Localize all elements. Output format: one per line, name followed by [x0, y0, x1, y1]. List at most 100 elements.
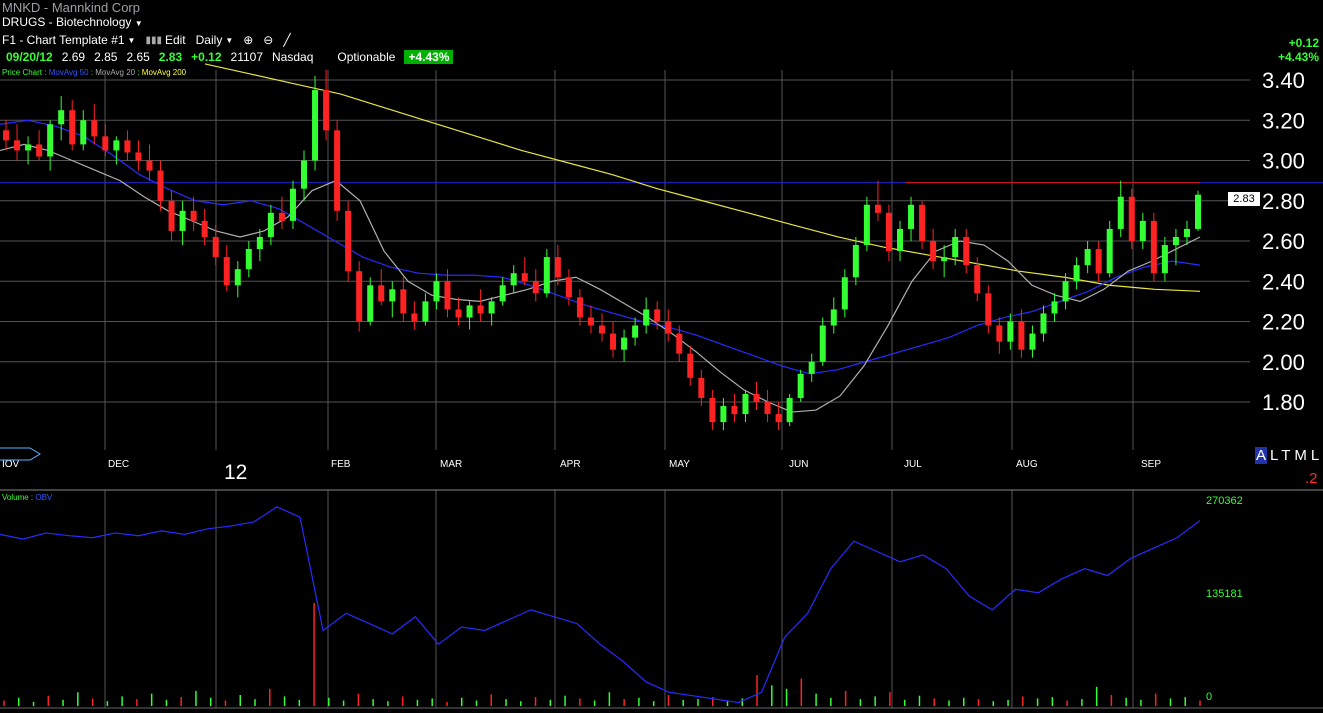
candle-body	[223, 257, 230, 286]
industry-label: DRUGS - Biotechnology	[2, 15, 132, 29]
candle-body	[433, 281, 440, 302]
candle-body	[565, 277, 572, 298]
candle-body	[819, 325, 826, 362]
candle-body	[576, 297, 583, 318]
price-tick-label: 1.80	[1262, 390, 1305, 415]
candle-body	[908, 204, 915, 229]
price-tick-label: 3.00	[1262, 149, 1305, 174]
month-label: IOV	[2, 459, 20, 470]
template-dropdown[interactable]: F1 - Chart Template #1 ▼	[2, 33, 135, 47]
candle-body	[930, 241, 937, 262]
candle-body	[1183, 228, 1190, 237]
month-labels: IOV DEC FEB MAR APR MAY JUN JUL AUG SEP	[0, 447, 1161, 470]
candle-body	[1073, 265, 1080, 282]
candle-body	[841, 277, 848, 310]
candle-body	[698, 377, 705, 398]
candle-body	[80, 120, 87, 145]
candles	[3, 69, 1201, 431]
candle-body	[897, 228, 903, 252]
candle-body	[422, 301, 429, 322]
month-label: FEB	[331, 459, 351, 470]
price-tick-label: 2.60	[1262, 229, 1305, 254]
month-label: SEP	[1141, 459, 1161, 470]
candle-body	[797, 373, 804, 398]
edit-button[interactable]: ▮▮▮ Edit	[145, 33, 185, 47]
candle-body	[1007, 321, 1014, 342]
candle-body	[3, 130, 9, 141]
volume-legend: Volume : OBV	[2, 493, 52, 502]
legend-ma20: MovAvg 20	[95, 68, 136, 77]
candle-body	[521, 273, 528, 282]
volume-axis-zero: 0	[1206, 691, 1213, 703]
legend-volume: Volume :	[2, 493, 34, 502]
price-tick-label: 2.80	[1262, 189, 1305, 214]
volume-axis-top: 270362	[1206, 495, 1243, 507]
candle-body	[1029, 333, 1036, 350]
candle-body	[1095, 249, 1102, 274]
candle-body	[632, 325, 639, 338]
candle-body	[323, 90, 330, 131]
candle-body	[510, 273, 517, 286]
last-price-badge: 2.83	[1228, 192, 1260, 206]
candle-body	[775, 414, 782, 423]
draw-tool-icon[interactable]: ╱	[283, 33, 291, 47]
volume-bars	[3, 603, 1201, 706]
candle-body	[610, 333, 617, 350]
candle-body	[201, 220, 208, 237]
candle-body	[852, 245, 859, 278]
right-change-abs: +0.12	[1288, 36, 1319, 50]
price-axis: 3.40 3.20 3.00 2.80 2.60 2.40 2.20 2.00 1.80	[1262, 68, 1305, 415]
date-marker-shape	[0, 447, 41, 461]
candle-body	[941, 257, 948, 262]
month-label: DEC	[108, 459, 129, 470]
chevron-down-icon: ▼	[225, 35, 234, 45]
legend-ma50: MovAvg 50	[48, 68, 89, 77]
candle-body	[874, 204, 881, 213]
industry-dropdown[interactable]: DRUGS - Biotechnology ▼	[2, 15, 143, 29]
price-tick-label: 3.20	[1262, 108, 1305, 133]
zoom-out-icon[interactable]: ⊖	[263, 33, 274, 47]
candle-body	[1195, 194, 1201, 229]
candle-body	[863, 204, 870, 246]
ma200-line	[204, 63, 1201, 292]
candle-body	[709, 397, 716, 423]
price-tick-label: 2.40	[1262, 269, 1305, 294]
candle-body	[1128, 196, 1135, 241]
candle-body	[676, 333, 683, 354]
candle-body	[179, 210, 186, 231]
month-label: JUL	[904, 459, 922, 470]
candle-body	[455, 309, 462, 318]
candle-body	[345, 210, 352, 272]
candle-body	[301, 160, 307, 189]
candle-body	[400, 289, 407, 314]
candle-body	[885, 212, 892, 252]
candle-body	[256, 236, 263, 250]
altml-indicator[interactable]: A LTML	[1255, 447, 1323, 464]
month-label: AUG	[1016, 459, 1038, 470]
period-label: Daily	[195, 33, 223, 47]
edit-label: Edit	[164, 33, 186, 47]
chart-toolbar: F1 - Chart Template #1 ▼ ▮▮▮ Edit Daily …	[2, 33, 291, 47]
price-tick-label: 2.00	[1262, 350, 1305, 375]
candle-body	[69, 110, 76, 145]
candle-body	[543, 257, 550, 294]
altml-a: A	[1255, 447, 1268, 464]
candle-body	[102, 136, 109, 151]
zoom-in-icon[interactable]: ⊕	[243, 33, 254, 47]
candle-body	[643, 309, 650, 326]
candle-body	[1117, 196, 1124, 229]
price-tick-label: 2.20	[1262, 310, 1305, 335]
ma50-line	[0, 119, 1201, 375]
period-dropdown[interactable]: Daily ▼	[196, 33, 234, 47]
candle-body	[267, 212, 274, 237]
right-change-pct: +4.43%	[1277, 50, 1319, 64]
candle-body	[786, 397, 793, 423]
candle-body	[665, 321, 672, 334]
legend-sep: :	[135, 68, 142, 77]
candle-body	[245, 249, 252, 270]
candle-body	[654, 309, 661, 322]
price-tick-label: 3.40	[1262, 68, 1305, 93]
candle-body	[554, 257, 561, 278]
quote-bar: 09/20/12 2.69 2.85 2.65 2.83 +0.12 21107…	[6, 50, 462, 64]
